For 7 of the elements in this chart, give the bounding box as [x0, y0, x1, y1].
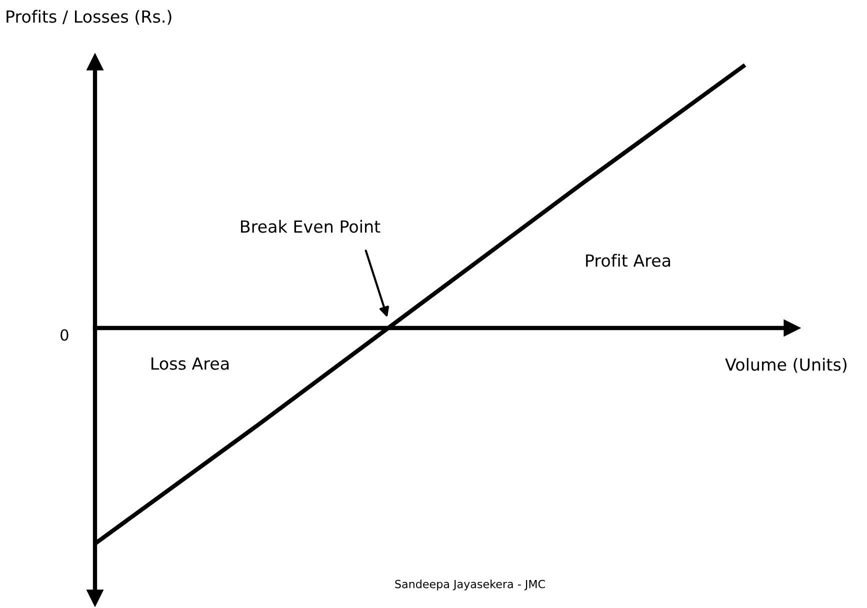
text: 0: [60, 329, 68, 341]
y-axis-title: Profits / Losses (Rs.): [6, 10, 172, 25]
annotation: Profit Area: [586, 254, 670, 267]
text: Sandeepa Jayasekera - JMC: [395, 580, 545, 590]
annotation: Loss Area: [152, 357, 229, 370]
x-axis-title: Volume (Units): [725, 358, 846, 373]
annotation: Break Even Point: [241, 220, 380, 233]
